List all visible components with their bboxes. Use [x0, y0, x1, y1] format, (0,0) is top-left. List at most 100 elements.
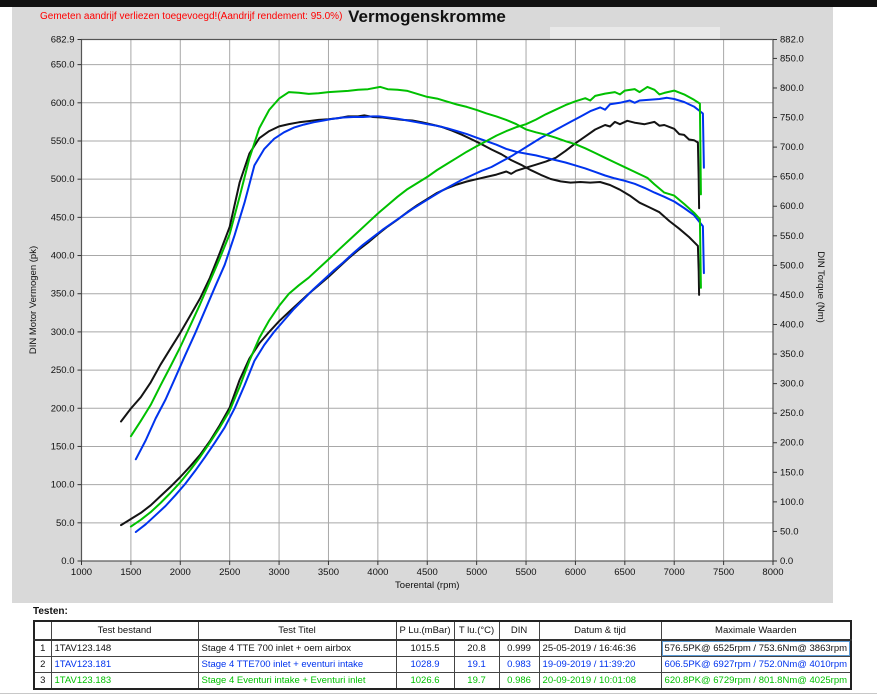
left-axis-tick-label: 350.0: [51, 289, 75, 300]
x-axis-tick-label: 5000: [466, 567, 487, 578]
x-axis-tick-label: 1500: [120, 567, 141, 578]
x-axis-tick-label: 3000: [269, 567, 290, 578]
right-axis-tick-label: 350.0: [780, 349, 804, 360]
table-cell-t_lu[interactable]: 19.1: [453, 656, 500, 673]
x-axis-tick-label: 6000: [565, 567, 586, 578]
tests-section-label: Testen:: [33, 606, 68, 617]
table-cell-din[interactable]: 0.999: [498, 639, 540, 657]
curve-run2-power: [134, 96, 705, 533]
x-axis-tick-label: 4000: [367, 567, 388, 578]
table-cell-file[interactable]: 1TAV123.148: [50, 639, 199, 657]
table-header-cell: T lu.(°C): [453, 620, 500, 641]
table-cell-t_lu[interactable]: 19.7: [453, 672, 500, 690]
table-cell-p_lu[interactable]: 1028.9: [395, 656, 455, 673]
right-axis-tick-label: 100.0: [780, 497, 804, 508]
right-axis-tick-label: 300.0: [780, 379, 804, 390]
table-cell-datetime[interactable]: 25-05-2019 / 16:46:36: [538, 639, 662, 657]
right-axis-tick-label: 200.0: [780, 438, 804, 449]
table-cell-t_lu[interactable]: 20.8: [453, 639, 500, 657]
table-cell-datetime[interactable]: 19-09-2019 / 11:39:20: [538, 656, 662, 673]
x-axis-tick-label: 7000: [664, 567, 685, 578]
tests-table: Test bestand Test Titel P Lu.(mBar) T lu.(°…: [33, 620, 853, 690]
y-right-axis-title: DIN Torque (Nm): [815, 251, 826, 323]
left-axis-tick-label: 200.0: [51, 403, 75, 414]
right-axis-tick-label: 882.0: [780, 35, 804, 46]
left-axis-tick-label: 600.0: [51, 98, 75, 109]
table-cell-din[interactable]: 0.983: [498, 656, 540, 673]
x-axis-tick-label: 8000: [762, 567, 783, 578]
x-axis-tick-label: 4500: [417, 567, 438, 578]
right-axis-tick-label: 150.0: [780, 467, 804, 478]
left-axis-tick-label: 682.9: [51, 35, 75, 46]
x-axis-tick-label: 5500: [515, 567, 536, 578]
table-header-cell: Datum & tijd: [538, 620, 662, 641]
right-axis-tick-label: 850.0: [780, 53, 804, 64]
left-axis-tick-label: 550.0: [51, 136, 75, 147]
table-header-cell: Test bestand: [50, 620, 199, 641]
x-axis-tick-label: 6500: [614, 567, 635, 578]
curve-run3-power: [129, 85, 702, 528]
right-axis-tick-label: 650.0: [780, 172, 804, 183]
table-header-cell: Test Titel: [197, 620, 397, 641]
table-cell-num[interactable]: 1: [33, 639, 52, 657]
table-cell-max[interactable]: 620.8PK@ 6729rpm / 801.8Nm@ 4025rpm: [660, 672, 852, 690]
right-axis-tick-label: 0.0: [780, 556, 793, 567]
right-axis-tick-label: 550.0: [780, 231, 804, 242]
left-axis-tick-label: 250.0: [51, 365, 75, 376]
x-axis-tick-label: 1000: [71, 567, 92, 578]
table-cell-din[interactable]: 0.986: [498, 672, 540, 690]
x-axis-title: Toerental (rpm): [395, 580, 459, 591]
left-axis-tick-label: 450.0: [51, 212, 75, 223]
right-axis-tick-label: 600.0: [780, 201, 804, 212]
legend-placeholder-box: [550, 27, 720, 40]
x-axis-tick-label: 7500: [713, 567, 734, 578]
page-title: Vermogenskromme: [348, 7, 506, 26]
power-torque-chart: 682.9 650.0 600.0 550.0 500.0 450.0 400.0 350.0…: [28, 35, 826, 592]
curve-run2-torque: [134, 115, 705, 461]
table-header-cell: DIN: [498, 620, 540, 641]
right-axis-tick-label: 800.0: [780, 83, 804, 94]
right-axis-tick-label: 50.0: [780, 526, 799, 537]
table-cell-file[interactable]: 1TAV123.181: [50, 656, 199, 673]
left-axis-tick-label: 500.0: [51, 174, 75, 185]
window-bottom-edge: [0, 693, 877, 694]
table-cell-max[interactable]: 606.5PK@ 6927rpm / 752.0Nm@ 4010rpm: [660, 656, 852, 673]
left-axis-tick-label: 150.0: [51, 441, 75, 452]
table-cell-num[interactable]: 3: [33, 672, 52, 690]
x-axis-tick-label: 3500: [318, 567, 339, 578]
table-cell-title[interactable]: Stage 4 Eventuri intake + Eventuri inlet: [197, 672, 397, 690]
left-axis-tick-label: 0.0: [61, 556, 74, 567]
right-axis-tick-label: 500.0: [780, 260, 804, 271]
left-axis-tick-label: 650.0: [51, 60, 75, 71]
x-axis-tick-label: 2000: [170, 567, 191, 578]
x-axis-tick-label: 2500: [219, 567, 240, 578]
test-row-1[interactable]: 1 1TAV123.148 Stage 4 TTE 700 inlet + oem …: [33, 639, 852, 657]
right-axis-tick-label: 700.0: [780, 142, 804, 153]
table-cell-title[interactable]: Stage 4 TTE700 inlet + eventuri intake: [197, 656, 397, 673]
right-axis-tick-label: 750.0: [780, 113, 804, 124]
left-axis-tick-label: 300.0: [51, 327, 75, 338]
right-axis-tick-label: 450.0: [780, 290, 804, 301]
table-cell-title[interactable]: Stage 4 TTE 700 inlet + oem airbox: [197, 639, 397, 657]
table-header-row: Test bestand Test Titel P Lu.(mBar) T lu.(°…: [33, 620, 852, 641]
table-cell-max[interactable]: 576.5PK@ 6525rpm / 753.6Nm@ 3863rpm: [660, 639, 852, 657]
curve-run3-torque: [129, 85, 702, 438]
y-left-axis-title: DIN Motor Vermogen (pk): [28, 246, 39, 354]
test-row-3[interactable]: 3 1TAV123.183 Stage 4 Eventuri intake + Ev…: [33, 672, 852, 690]
table-cell-file[interactable]: 1TAV123.183: [50, 672, 199, 690]
drivetrain-loss-note: Gemeten aandrijf verliezen toegevoegd!(A…: [40, 11, 343, 22]
right-axis-tick-label: 400.0: [780, 319, 804, 330]
left-axis-tick-label: 400.0: [51, 251, 75, 262]
table-header-cell: Maximale Waarden: [660, 620, 852, 641]
table-cell-num[interactable]: 2: [33, 656, 52, 673]
table-cell-datetime[interactable]: 20-09-2019 / 10:01:08: [538, 672, 662, 690]
table-header-cell: P Lu.(mBar): [395, 620, 455, 641]
left-axis-tick-label: 50.0: [56, 518, 75, 529]
test-row-2[interactable]: 2 1TAV123.181 Stage 4 TTE700 inlet + event…: [33, 656, 852, 673]
table-cell-p_lu[interactable]: 1026.6: [395, 672, 455, 690]
table-header-cell: [33, 620, 52, 641]
table-cell-p_lu[interactable]: 1015.5: [395, 639, 455, 657]
right-axis-tick-label: 250.0: [780, 408, 804, 419]
window-top-bar: [0, 0, 877, 7]
